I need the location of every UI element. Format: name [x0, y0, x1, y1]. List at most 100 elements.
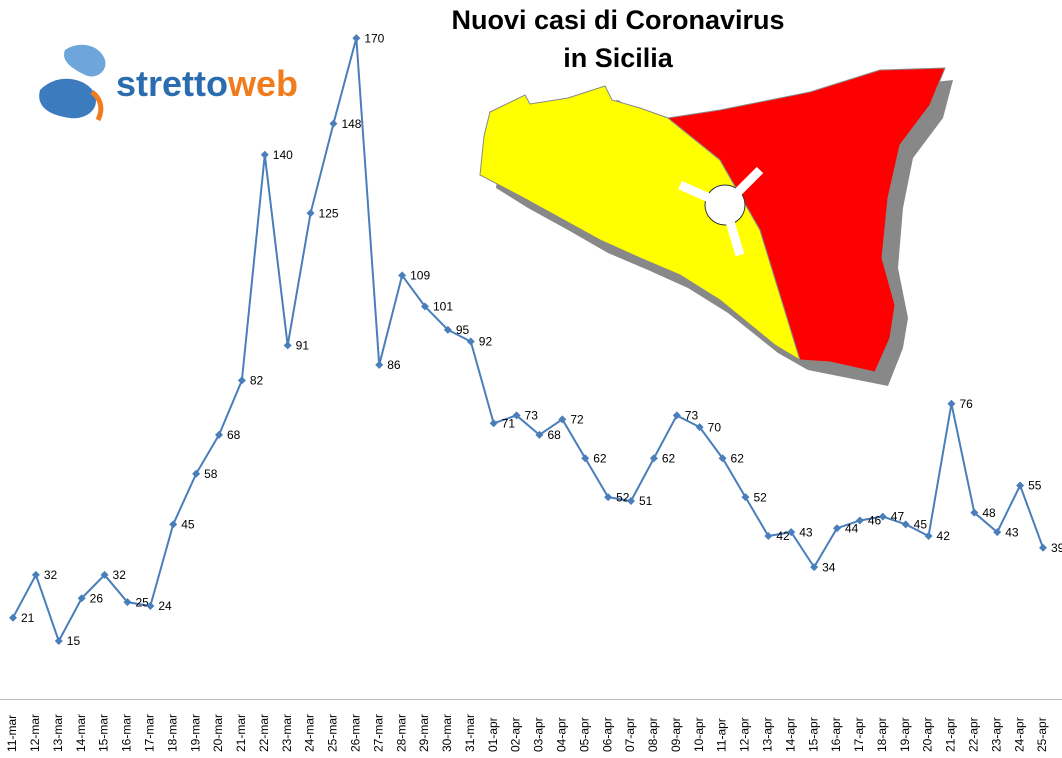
marker	[993, 528, 1002, 537]
data-label: 55	[1028, 479, 1042, 493]
marker	[329, 119, 338, 128]
data-label: 125	[319, 206, 339, 220]
x-tick-label: 13-apr	[761, 717, 775, 752]
x-tick-label: 17-apr	[852, 717, 866, 752]
marker	[237, 376, 246, 385]
marker	[77, 594, 86, 603]
marker	[810, 563, 819, 572]
x-tick-label: 24-mar	[303, 714, 317, 752]
marker	[604, 493, 613, 502]
x-tick-label: 06-apr	[600, 717, 614, 752]
marker	[695, 423, 704, 432]
marker	[535, 430, 544, 439]
x-tick-label: 22-mar	[257, 714, 271, 752]
marker	[581, 454, 590, 463]
data-label: 91	[296, 339, 310, 353]
data-label: 86	[387, 358, 401, 372]
data-label: 43	[1005, 525, 1019, 539]
x-tick-label: 17-mar	[143, 714, 157, 752]
marker	[1016, 481, 1025, 490]
x-tick-label: 29-mar	[417, 714, 431, 752]
logo-part: web	[227, 63, 298, 104]
x-tick-label: 25-mar	[326, 714, 340, 752]
x-tick-label: 05-apr	[577, 717, 591, 752]
x-tick-label: 19-mar	[188, 714, 202, 752]
data-label: 52	[753, 490, 767, 504]
x-tick-label: 28-mar	[394, 714, 408, 752]
triskelion-legs	[678, 166, 764, 257]
marker	[833, 524, 841, 533]
data-label: 140	[273, 148, 293, 162]
marker	[970, 508, 979, 517]
logo-shape	[39, 78, 96, 119]
marker	[741, 493, 750, 502]
x-tick-label: 14-apr	[783, 717, 797, 752]
x-tick-label: 15-apr	[806, 717, 820, 752]
marker	[489, 419, 498, 428]
x-tick-label: 11-mar	[5, 715, 19, 752]
marker	[947, 399, 956, 408]
x-tick-label: 30-mar	[440, 714, 454, 752]
x-tick-label: 18-apr	[875, 717, 889, 752]
x-tick-label: 11-apr	[715, 718, 729, 752]
marker	[260, 150, 269, 159]
data-label: 47	[891, 510, 905, 524]
data-label: 170	[364, 31, 384, 45]
chart-title: Nuovi casi di Coronavirus	[451, 5, 784, 35]
data-label: 73	[525, 409, 539, 423]
marker	[466, 337, 475, 346]
marker	[718, 454, 727, 463]
marker	[9, 613, 17, 622]
marker	[215, 430, 223, 439]
marker	[764, 532, 773, 541]
x-tick-label: 23-mar	[280, 714, 294, 752]
logo: strettoweb	[39, 44, 298, 122]
data-label: 45	[181, 518, 195, 532]
x-tick-label: 20-mar	[211, 714, 225, 752]
data-label: 92	[479, 335, 493, 349]
data-label: 39	[1051, 541, 1062, 555]
data-label: 32	[113, 568, 127, 582]
data-label: 52	[616, 490, 630, 504]
marker	[1039, 543, 1047, 552]
x-tick-label: 20-apr	[921, 717, 935, 752]
data-label: 62	[593, 451, 607, 465]
x-tick-label: 12-mar	[28, 714, 42, 752]
x-tick-label: 01-apr	[486, 717, 500, 752]
x-tick-label: 26-mar	[349, 714, 363, 752]
x-tick-label: 15-mar	[97, 714, 111, 752]
data-label: 62	[731, 451, 745, 465]
x-tick-label: 10-apr	[692, 717, 706, 752]
marker	[169, 520, 178, 529]
marker	[512, 411, 521, 420]
data-label: 58	[204, 467, 218, 481]
x-tick-label: 09-apr	[669, 717, 683, 752]
data-label: 48	[982, 506, 996, 520]
marker	[855, 516, 864, 525]
data-label: 95	[456, 323, 470, 337]
data-label: 62	[662, 451, 676, 465]
logo-text: strettoweb	[116, 63, 298, 104]
data-label: 15	[67, 634, 81, 648]
line	[12, 37, 1044, 644]
x-tick-label: 31-mar	[463, 714, 477, 752]
data-label: 76	[959, 397, 973, 411]
marker	[672, 411, 681, 420]
data-label: 148	[341, 117, 361, 131]
data-label: 70	[708, 420, 722, 434]
marker	[878, 512, 887, 521]
marker	[421, 302, 429, 311]
data-label: 68	[547, 428, 561, 442]
marker	[375, 360, 384, 369]
data-label: 46	[868, 514, 882, 528]
data-label: 82	[250, 374, 264, 388]
marker	[123, 598, 132, 607]
marker	[649, 454, 658, 463]
x-tick-label: 04-apr	[555, 717, 569, 752]
logo-part: stretto	[116, 63, 228, 104]
x-tick-label: 19-apr	[898, 717, 912, 752]
marker	[924, 532, 933, 541]
x-tick-label: 16-mar	[120, 714, 134, 752]
marker	[192, 469, 201, 478]
